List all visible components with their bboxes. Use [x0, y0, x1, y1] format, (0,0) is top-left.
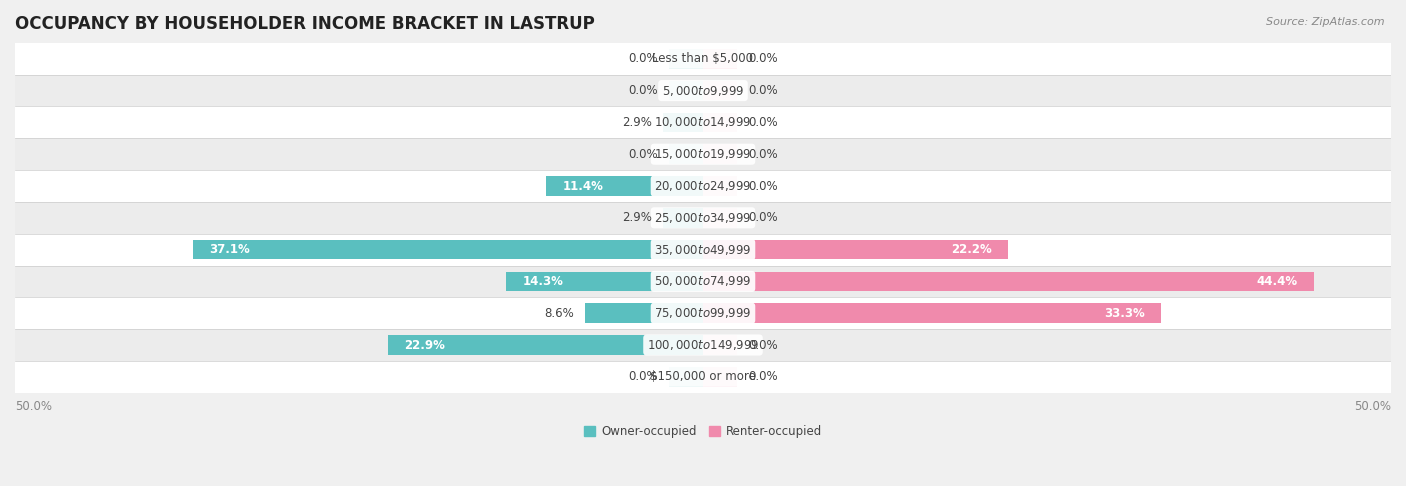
Text: 22.9%: 22.9% — [405, 339, 446, 351]
Bar — [546, 176, 703, 196]
Bar — [703, 208, 737, 227]
Bar — [703, 81, 737, 101]
Bar — [15, 297, 1391, 329]
Bar — [15, 265, 1391, 297]
Bar — [15, 234, 1391, 265]
Text: 0.0%: 0.0% — [748, 84, 778, 97]
Text: $75,000 to $99,999: $75,000 to $99,999 — [654, 306, 752, 320]
Text: Less than $5,000: Less than $5,000 — [652, 52, 754, 65]
Text: $5,000 to $9,999: $5,000 to $9,999 — [662, 84, 744, 98]
Bar — [669, 49, 703, 69]
Bar — [703, 176, 737, 196]
Bar — [703, 113, 737, 132]
Text: $20,000 to $24,999: $20,000 to $24,999 — [654, 179, 752, 193]
Bar — [703, 303, 1161, 323]
Bar — [669, 81, 703, 101]
Text: 2.9%: 2.9% — [623, 116, 652, 129]
Bar — [193, 240, 703, 260]
Text: 22.2%: 22.2% — [952, 243, 993, 256]
Text: 0.0%: 0.0% — [628, 370, 658, 383]
Text: 0.0%: 0.0% — [748, 116, 778, 129]
Text: 0.0%: 0.0% — [748, 370, 778, 383]
Bar — [585, 303, 703, 323]
Text: 33.3%: 33.3% — [1104, 307, 1144, 320]
Text: Source: ZipAtlas.com: Source: ZipAtlas.com — [1267, 17, 1385, 27]
Text: 0.0%: 0.0% — [748, 148, 778, 161]
Text: $50,000 to $74,999: $50,000 to $74,999 — [654, 275, 752, 288]
Text: 0.0%: 0.0% — [628, 52, 658, 65]
Text: 0.0%: 0.0% — [628, 84, 658, 97]
Text: 50.0%: 50.0% — [15, 399, 52, 413]
Text: 0.0%: 0.0% — [748, 52, 778, 65]
Text: OCCUPANCY BY HOUSEHOLDER INCOME BRACKET IN LASTRUP: OCCUPANCY BY HOUSEHOLDER INCOME BRACKET … — [15, 15, 595, 33]
Bar — [703, 240, 1008, 260]
Text: 0.0%: 0.0% — [748, 179, 778, 192]
Bar — [664, 208, 703, 227]
Bar — [669, 367, 703, 387]
Text: $100,000 to $149,999: $100,000 to $149,999 — [647, 338, 759, 352]
Text: 8.6%: 8.6% — [544, 307, 574, 320]
Text: 2.9%: 2.9% — [623, 211, 652, 225]
Bar — [15, 202, 1391, 234]
Bar — [15, 139, 1391, 170]
Bar — [15, 329, 1391, 361]
Bar — [15, 106, 1391, 139]
Text: 0.0%: 0.0% — [748, 339, 778, 351]
Bar — [15, 75, 1391, 106]
Text: $35,000 to $49,999: $35,000 to $49,999 — [654, 243, 752, 257]
Bar — [506, 272, 703, 291]
Text: 44.4%: 44.4% — [1257, 275, 1298, 288]
Bar — [703, 335, 737, 355]
Text: 0.0%: 0.0% — [628, 148, 658, 161]
Bar — [388, 335, 703, 355]
Bar — [664, 113, 703, 132]
Bar — [703, 272, 1315, 291]
Text: $150,000 or more: $150,000 or more — [650, 370, 756, 383]
Text: 11.4%: 11.4% — [562, 179, 603, 192]
Bar — [15, 361, 1391, 393]
Text: 14.3%: 14.3% — [523, 275, 564, 288]
Bar — [703, 49, 737, 69]
Bar — [669, 144, 703, 164]
Text: 50.0%: 50.0% — [1354, 399, 1391, 413]
Bar — [703, 367, 737, 387]
Text: $10,000 to $14,999: $10,000 to $14,999 — [654, 115, 752, 129]
Bar — [703, 144, 737, 164]
Text: $25,000 to $34,999: $25,000 to $34,999 — [654, 211, 752, 225]
Legend: Owner-occupied, Renter-occupied: Owner-occupied, Renter-occupied — [579, 420, 827, 443]
Text: 37.1%: 37.1% — [209, 243, 250, 256]
Text: $15,000 to $19,999: $15,000 to $19,999 — [654, 147, 752, 161]
Text: 0.0%: 0.0% — [748, 211, 778, 225]
Bar — [15, 43, 1391, 75]
Bar — [15, 170, 1391, 202]
